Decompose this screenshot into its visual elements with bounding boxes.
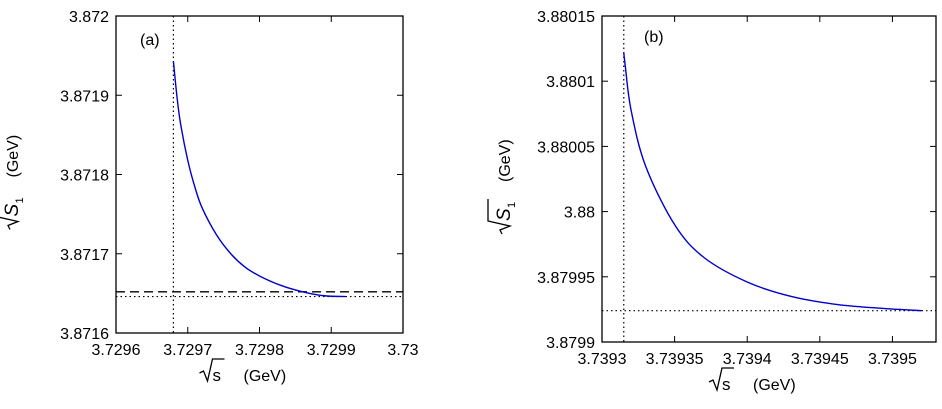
x-tick-label: 3.7393 <box>578 351 627 368</box>
sqrt-symbol <box>0 194 21 230</box>
x-tick-label: 3.7296 <box>92 342 141 359</box>
x-tick-label: 3.7297 <box>163 342 212 359</box>
x-tick-label: 3.7394 <box>723 351 772 368</box>
y-axis-subscript: 1 <box>506 202 518 208</box>
sqrt-symbol <box>708 367 734 393</box>
panel-label: (b) <box>644 29 664 46</box>
x-axis-variable: s <box>722 375 731 394</box>
chart-panel-b: 3.7393 3.73935 3.7394 3.73945 3.7395 3.8799 3.… <box>487 9 937 394</box>
y-axis-variable: S <box>2 204 23 217</box>
y-tick-label: 3.88015 <box>537 9 595 26</box>
plot-frame <box>115 15 404 334</box>
plot-frame <box>601 15 937 343</box>
sqrt-symbol <box>487 199 513 235</box>
x-axis-unit: (GeV) <box>753 377 796 394</box>
y-tick-label: 3.87995 <box>537 270 595 287</box>
x-tick-label: 3.7395 <box>868 351 917 368</box>
y-axis-label: S1 (GeV) <box>487 139 518 235</box>
x-axis-variable: s <box>213 366 222 385</box>
x-axis-unit: (GeV) <box>244 368 287 385</box>
panel-label: (a) <box>140 32 160 49</box>
x-axis-label: s (GeV) <box>199 358 287 385</box>
y-axis-label: S1 (GeV) <box>0 135 26 230</box>
x-tick-label: 3.7299 <box>307 342 356 359</box>
data-series-line <box>623 52 922 312</box>
y-axis-unit: (GeV) <box>5 135 22 178</box>
y-tick-label: 3.8799 <box>546 335 595 352</box>
x-tick-label: 3.7298 <box>235 342 284 359</box>
x-tick-label: 3.73935 <box>646 351 704 368</box>
y-tick-label: 3.88 <box>564 205 595 222</box>
y-tick-label: 3.8801 <box>546 74 595 91</box>
y-axis-subscript: 1 <box>14 197 26 203</box>
y-axis-unit: (GeV) <box>497 139 514 182</box>
y-axis-variable: S <box>494 208 515 221</box>
y-tick-label: 3.872 <box>69 9 109 26</box>
y-tick-label: 3.8716 <box>60 326 109 343</box>
data-series-line <box>172 61 346 298</box>
y-tick-label: 3.88005 <box>537 139 595 156</box>
sqrt-symbol <box>199 358 225 384</box>
y-tick-label: 3.8719 <box>60 88 109 105</box>
x-tick-label: 3.73945 <box>791 351 849 368</box>
y-tick-label: 3.8717 <box>60 247 109 264</box>
chart-panel-a: 3.7296 3.7297 3.7298 3.7299 3.73 3.8716 3.8717… <box>0 9 419 385</box>
x-tick-label: 3.73 <box>387 342 418 359</box>
x-axis-label: s (GeV) <box>708 367 796 394</box>
y-tick-label: 3.8718 <box>60 168 109 185</box>
